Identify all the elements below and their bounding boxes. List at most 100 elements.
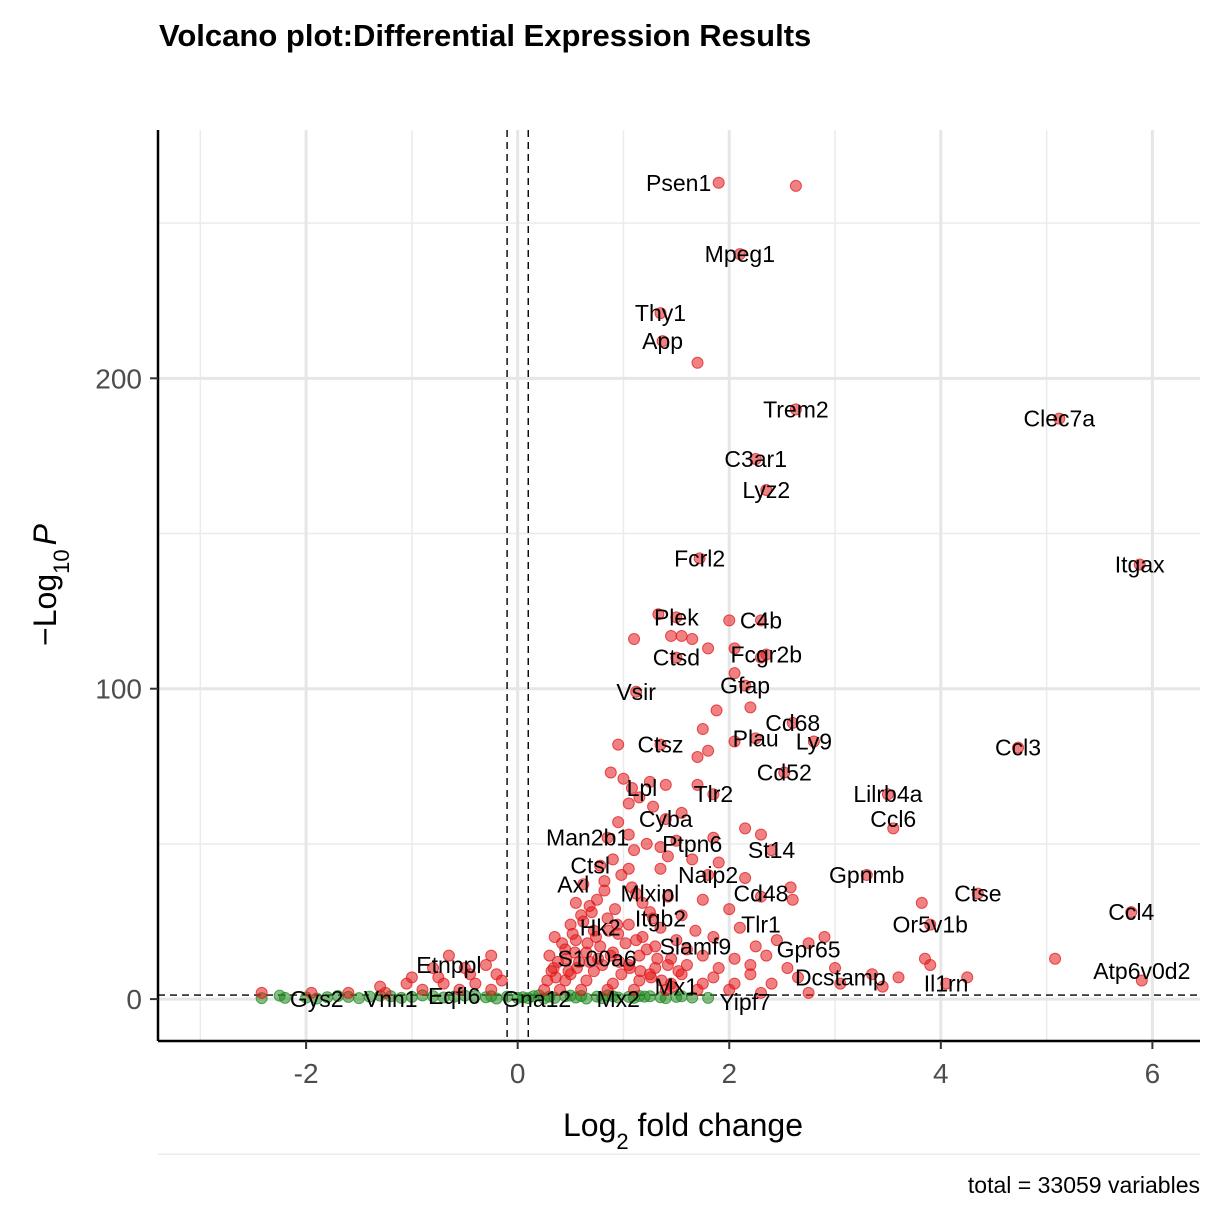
point-significant: [696, 893, 709, 906]
point-significant: [666, 980, 679, 993]
point-not-significant: [612, 991, 625, 1004]
gene-label: Thy1: [635, 300, 686, 326]
chart-title: Volcano plot:Differential Expression Res…: [159, 18, 812, 53]
x-tick-label: 0: [510, 1058, 526, 1089]
gene-label: Lyz2: [742, 477, 790, 503]
point-significant: [1012, 741, 1025, 754]
point-significant: [591, 893, 604, 906]
gene-label: Mx1: [655, 974, 698, 1000]
gene-label: S100a6: [557, 946, 636, 972]
point-significant: [693, 552, 706, 565]
point-significant: [754, 614, 767, 627]
gene-label: Fcgr2b: [730, 642, 802, 668]
gene-label: Axl: [557, 871, 589, 897]
point-significant: [744, 701, 757, 714]
gene-label: Mx2: [596, 986, 639, 1012]
point-significant: [723, 614, 736, 627]
point-significant: [924, 958, 937, 971]
point-significant: [754, 890, 767, 903]
point-significant: [654, 862, 667, 875]
point-significant: [754, 828, 767, 841]
point-significant: [739, 822, 752, 835]
gene-label: App: [642, 328, 683, 354]
point-significant: [749, 940, 762, 953]
point-significant: [778, 766, 791, 779]
point-significant: [659, 778, 672, 791]
chart-caption: total = 33059 variables: [967, 1172, 1200, 1198]
point-significant: [617, 772, 630, 785]
gene-label: Cd68: [765, 710, 820, 736]
point-significant: [680, 943, 693, 956]
point-significant: [602, 924, 615, 937]
point-significant: [622, 797, 635, 810]
point-significant: [651, 952, 664, 965]
point-significant: [628, 844, 641, 857]
point-significant: [661, 850, 674, 863]
gene-label: Plek: [654, 604, 699, 630]
point-significant: [589, 931, 602, 944]
gene-label: Slamf9: [660, 933, 732, 959]
x-tick-label: 2: [721, 1058, 737, 1089]
point-significant: [469, 977, 482, 990]
point-significant: [598, 875, 611, 888]
point-significant: [915, 896, 928, 909]
points-layer: [255, 176, 1148, 1005]
point-significant: [691, 356, 704, 369]
gene-label: Yipf7: [719, 989, 771, 1015]
point-significant: [612, 816, 625, 829]
x-axis-title: Log2 fold change: [563, 1107, 803, 1154]
point-significant: [702, 642, 715, 655]
point-significant: [749, 732, 762, 745]
point-significant: [442, 949, 455, 962]
gene-label: Eqfl6: [428, 983, 480, 1009]
gene-label: Ctsz: [637, 732, 683, 758]
point-significant: [781, 962, 794, 975]
point-significant: [892, 971, 905, 984]
gene-label: Vnn1: [364, 986, 418, 1012]
point-significant: [437, 977, 450, 990]
point-significant: [739, 872, 752, 885]
gene-label: Ly9: [796, 728, 832, 754]
gene-label: Itgb2: [635, 905, 686, 931]
gene-label: Tlr2: [694, 781, 734, 807]
point-significant: [707, 831, 720, 844]
point-significant: [615, 968, 628, 981]
point-significant: [689, 924, 702, 937]
point-significant: [615, 868, 628, 881]
point-significant: [739, 679, 752, 692]
point-significant: [807, 735, 820, 748]
point-not-significant: [643, 990, 656, 1003]
gene-label: Or5v1b: [893, 912, 968, 938]
point-significant: [656, 335, 669, 348]
point-significant: [1133, 558, 1146, 571]
y-axis-title: −Log10 P: [27, 523, 74, 646]
point-significant: [549, 971, 562, 984]
point-not-significant: [395, 991, 408, 1004]
point-significant: [760, 648, 773, 661]
point-significant: [628, 633, 641, 646]
point-significant: [961, 971, 974, 984]
gene-label: Naip2: [678, 862, 738, 888]
point-significant: [670, 611, 683, 624]
y-tick-label: 100: [95, 674, 142, 705]
y-tick-label: 200: [95, 363, 142, 394]
point-significant: [379, 986, 392, 999]
point-significant: [485, 983, 498, 996]
gene-label: Ctsd: [653, 645, 700, 671]
point-significant: [585, 906, 598, 919]
point-significant: [924, 918, 937, 931]
gene-label: Cyba: [639, 806, 693, 832]
point-not-significant: [352, 992, 365, 1005]
point-significant: [654, 738, 667, 751]
y-axis-title-sub: 10: [49, 549, 74, 573]
gene-label: C4b: [740, 607, 782, 633]
point-significant: [652, 608, 665, 621]
point-significant: [464, 968, 477, 981]
point-significant: [580, 974, 593, 987]
point-significant: [543, 949, 556, 962]
point-significant: [696, 949, 709, 962]
point-significant: [661, 958, 674, 971]
point-significant: [789, 179, 802, 192]
point-not-significant: [580, 992, 593, 1005]
point-significant: [792, 971, 805, 984]
